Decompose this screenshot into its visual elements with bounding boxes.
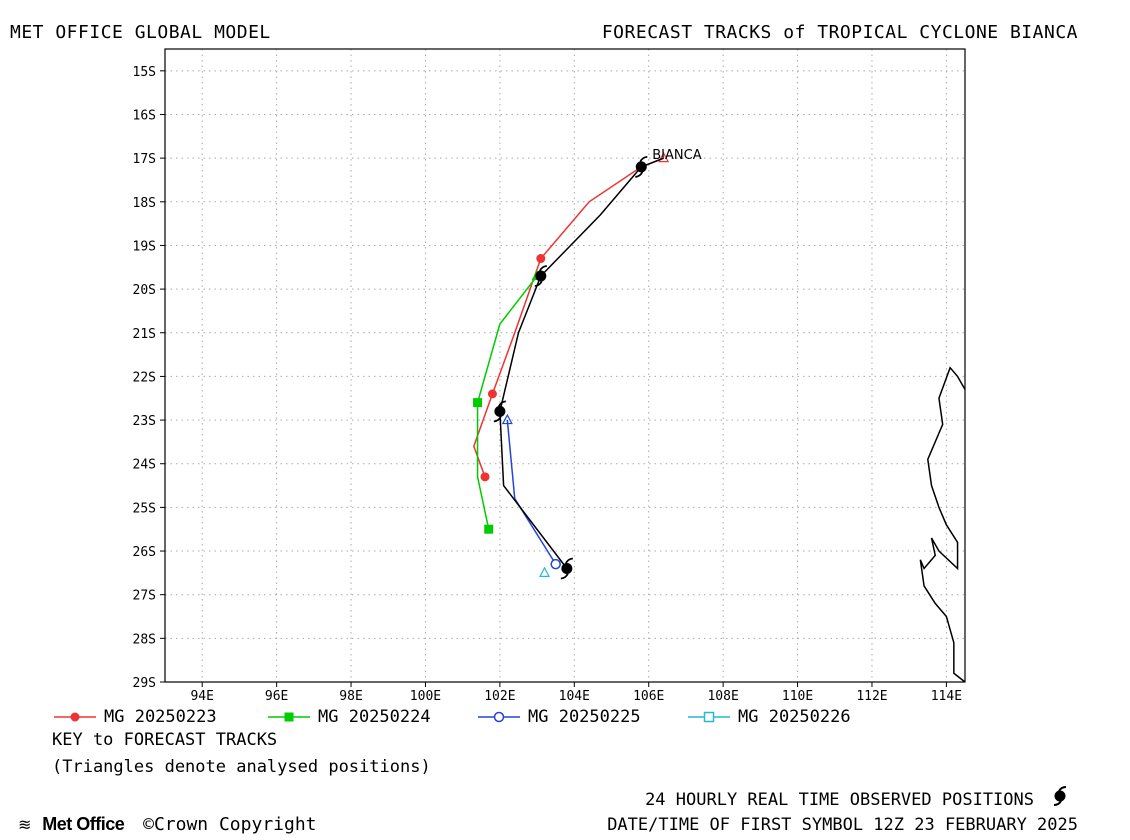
forecast-point-marker bbox=[487, 389, 497, 399]
cyclone-symbol-icon bbox=[535, 270, 547, 282]
x-tick-label: 112E bbox=[856, 689, 887, 704]
cyclone-symbol-arm bbox=[560, 573, 569, 580]
legend-label: MG 20250223 bbox=[104, 707, 217, 727]
cyclone-symbol-icon bbox=[1053, 785, 1067, 807]
forecast-point-marker bbox=[536, 254, 546, 264]
y-tick-label: 23S bbox=[133, 414, 156, 429]
cyclone-symbol-arm bbox=[493, 415, 502, 423]
forecast-point-marker bbox=[473, 398, 483, 408]
cyclone-symbol-arm bbox=[498, 400, 507, 407]
y-tick-label: 25S bbox=[133, 501, 156, 516]
x-tick-label: 114E bbox=[931, 689, 962, 704]
observed-track-line bbox=[499, 157, 664, 569]
copyright-text: Crown Copyright bbox=[153, 814, 317, 835]
y-tick-label: 17S bbox=[133, 152, 156, 167]
legend-marker-open-square bbox=[688, 711, 730, 723]
cyclone-symbol-arm bbox=[639, 155, 648, 163]
legend-marker-filled-circle bbox=[54, 712, 96, 722]
model-title: MET OFFICE GLOBAL MODEL bbox=[10, 22, 271, 43]
first-symbol-datetime: DATE/TIME OF FIRST SYMBOL 12Z 23 FEBRUAR… bbox=[607, 815, 1078, 835]
copyright-icon: © bbox=[143, 814, 154, 835]
y-tick-label: 19S bbox=[133, 239, 156, 254]
y-tick-label: 29S bbox=[133, 676, 156, 691]
met-office-logo: Met Office bbox=[42, 814, 125, 834]
cyclone-symbol-icon bbox=[635, 161, 647, 173]
legend-marker-filled-square bbox=[268, 712, 310, 722]
x-tick-label: 100E bbox=[410, 689, 441, 704]
met-office-logo-icon: ≋ bbox=[18, 815, 32, 834]
y-tick-label: 21S bbox=[133, 327, 156, 342]
legend-marker-open-circle bbox=[478, 711, 520, 723]
y-tick-label: 16S bbox=[133, 108, 156, 123]
legend-label: MG 20250225 bbox=[528, 707, 641, 727]
key-note: (Triangles denote analysed positions) bbox=[52, 757, 431, 777]
key-title: KEY to FORECAST TRACKS bbox=[52, 730, 278, 750]
cyclone-symbol-icon bbox=[561, 562, 573, 574]
forecast-track-line bbox=[506, 419, 557, 565]
x-tick-label: 96E bbox=[265, 689, 288, 704]
x-tick-label: 104E bbox=[559, 689, 590, 704]
forecast-point-marker bbox=[484, 524, 494, 534]
cyclone-symbol-arm bbox=[635, 171, 644, 178]
y-tick-label: 22S bbox=[133, 370, 156, 385]
y-tick-label: 26S bbox=[133, 545, 156, 560]
y-tick-label: 18S bbox=[133, 196, 156, 211]
y-tick-label: 28S bbox=[133, 632, 156, 647]
x-tick-label: 108E bbox=[707, 689, 738, 704]
forecast-track-line bbox=[473, 157, 664, 478]
y-tick-label: 27S bbox=[133, 589, 156, 604]
footer-branding: ≋ Met Office ©Crown Copyright bbox=[18, 814, 317, 835]
chart-title: FORECAST TRACKS of TROPICAL CYCLONE BIAN… bbox=[601, 22, 1078, 43]
analysed-position-triangle bbox=[501, 413, 513, 425]
y-tick-label: 24S bbox=[133, 458, 156, 473]
x-tick-label: 94E bbox=[190, 689, 213, 704]
y-tick-label: 20S bbox=[133, 283, 156, 298]
observed-positions-label: 24 HOURLY REAL TIME OBSERVED POSITIONS bbox=[645, 790, 1034, 810]
cyclone-symbol-icon bbox=[494, 405, 506, 417]
y-tick-label: 15S bbox=[133, 65, 156, 80]
forecast-point-marker bbox=[550, 558, 561, 570]
legend-label: MG 20250224 bbox=[318, 707, 431, 727]
x-tick-label: 98E bbox=[339, 689, 362, 704]
x-tick-label: 106E bbox=[633, 689, 664, 704]
storm-name-label: BIANCA bbox=[652, 148, 701, 163]
cyclone-symbol-arm bbox=[565, 557, 574, 564]
cyclone-symbol-arm bbox=[534, 280, 543, 287]
coastline bbox=[919, 366, 966, 683]
cyclone-symbol-arm bbox=[538, 265, 547, 272]
plot-frame bbox=[164, 48, 966, 683]
forecast-point-marker bbox=[480, 472, 490, 482]
analysed-position-triangle bbox=[658, 151, 670, 163]
analysed-position-triangle bbox=[539, 566, 551, 577]
legend-label: MG 20250226 bbox=[738, 707, 851, 727]
x-tick-label: 110E bbox=[782, 689, 813, 704]
x-tick-label: 102E bbox=[484, 689, 515, 704]
